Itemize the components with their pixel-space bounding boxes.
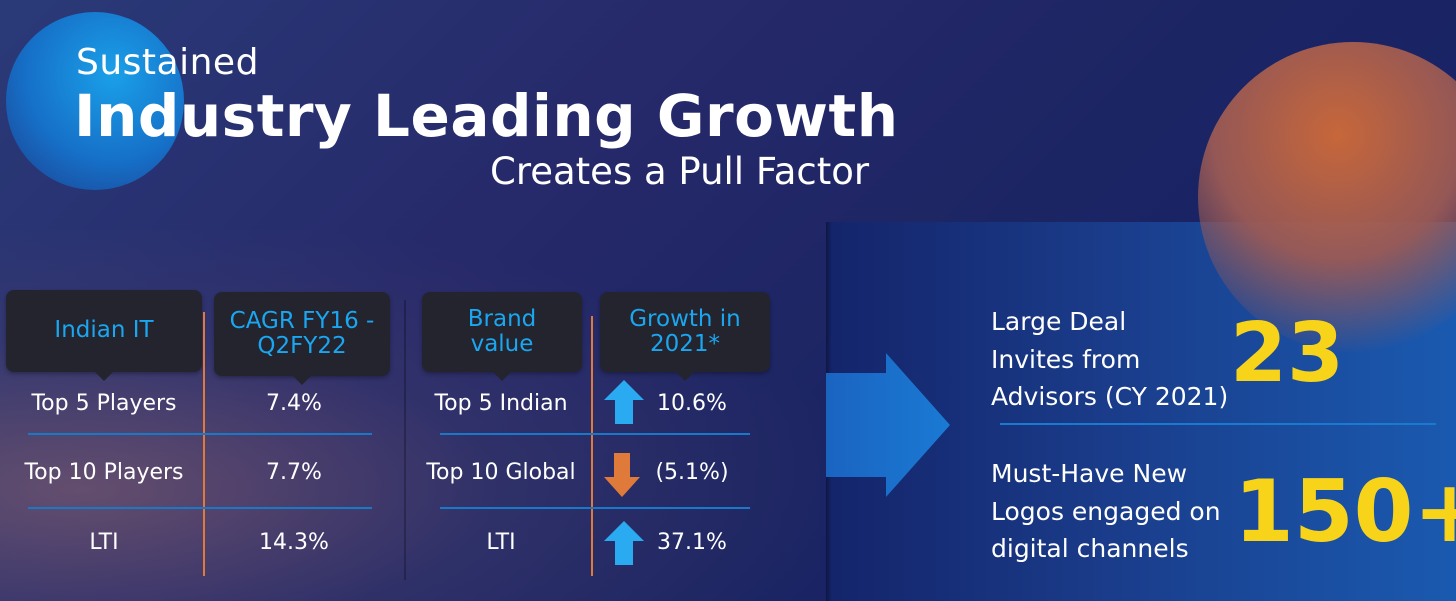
decorative-blue-circle <box>6 12 184 190</box>
arrow-down-icon <box>604 453 640 497</box>
table1-row2-value: 7.7% <box>266 460 322 485</box>
highlight1-value: 23 <box>1230 306 1345 401</box>
table1-header-cagr: CAGR FY16 - Q2FY22 <box>214 292 390 385</box>
highlight2-line1: Must-Have New <box>991 459 1188 488</box>
highlight1-line2: Invites from <box>991 344 1141 374</box>
decorative-orange-circle <box>1198 42 1456 352</box>
table1-row3-label: LTI <box>89 530 119 555</box>
highlights-separator <box>1000 423 1436 425</box>
table2-row1-label: Top 5 Indian <box>434 391 568 416</box>
table1-row-separator <box>28 507 372 509</box>
table1-row2-label: Top 10 Players <box>24 460 184 485</box>
table1-row1-value: 7.4% <box>266 391 322 416</box>
highlight1-line1: Large Deal <box>991 307 1127 336</box>
title-subtitle: Creates a Pull Factor <box>490 150 870 193</box>
table2-column-divider <box>591 316 593 576</box>
table2-row2-value: (5.1%) <box>655 460 729 485</box>
highlight2-line3: digital channels <box>991 534 1189 563</box>
table2-row3-label: LTI <box>486 530 516 555</box>
highlight1-line3: Advisors (CY 2021) <box>991 382 1229 411</box>
highlight1-text: Large Deal Invites from Advisors (CY 202… <box>991 303 1228 416</box>
arrow-up-icon <box>604 521 644 565</box>
table1-row3-value: 14.3% <box>259 530 329 555</box>
table2-row3-value: 37.1% <box>657 530 727 555</box>
table2-header-growth: Growth in 2021* <box>600 292 770 381</box>
page-title: Industry Leading Growth <box>74 82 899 150</box>
table1-header-indian-it: Indian IT <box>6 290 202 381</box>
highlight2-text: Must-Have New Logos engaged on digital c… <box>991 455 1221 568</box>
arrow-up-icon <box>604 380 644 424</box>
table1-row1-label: Top 5 Players <box>31 391 177 416</box>
highlight2-line2: Logos engaged on <box>991 496 1221 526</box>
table2-row-separator <box>440 507 750 509</box>
table1-column-divider <box>203 312 205 576</box>
highlight2-value: 150+ <box>1234 462 1456 562</box>
table2-row2-label: Top 10 Global <box>426 460 576 485</box>
tables-divider <box>404 300 406 580</box>
table2-row-separator <box>440 433 750 435</box>
arrow-right-icon <box>826 353 950 497</box>
title-line-1: Sustained <box>76 42 259 83</box>
table2-row1-value: 10.6% <box>657 391 727 416</box>
table2-header-brand-value: Brand value <box>422 292 582 381</box>
table1-row-separator <box>28 433 372 435</box>
